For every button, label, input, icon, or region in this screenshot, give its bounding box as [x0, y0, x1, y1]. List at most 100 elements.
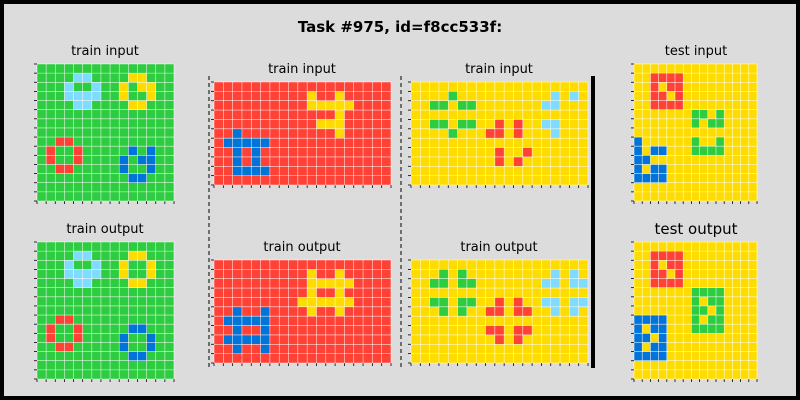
- grid-cell: [716, 118, 725, 128]
- grid-cell: [55, 315, 65, 325]
- grid-cell: [232, 128, 242, 139]
- grid-cell: [658, 251, 667, 261]
- grid-cell: [64, 342, 74, 352]
- grid-cell: [223, 138, 233, 148]
- grid-cell: [634, 342, 643, 352]
- grid-cell: [466, 278, 477, 289]
- grid-cell: [241, 316, 252, 326]
- grid-cell: [128, 173, 138, 183]
- grid-cell: [260, 334, 270, 345]
- grid-cell: [658, 100, 667, 110]
- grid-cell: [691, 137, 700, 147]
- grid-cell: [550, 306, 561, 317]
- grid-cell: [251, 316, 261, 326]
- grid-cell: [550, 119, 561, 129]
- grid-cell: [325, 278, 336, 289]
- grid-cell: [73, 91, 83, 101]
- grid-cell: [658, 269, 667, 279]
- grid-cell: [485, 128, 495, 139]
- grid-cell: [146, 155, 156, 165]
- grid-cell: [642, 315, 651, 325]
- grid-cell: [541, 297, 551, 307]
- grid-cell: [541, 100, 551, 111]
- grid-cell: [128, 100, 138, 110]
- grid-cell: [344, 297, 354, 307]
- grid-cell: [675, 100, 684, 110]
- grid-cell: [232, 344, 242, 354]
- grid-cell: [307, 100, 317, 111]
- grid-cell: [232, 306, 242, 317]
- grid-cell: [658, 315, 667, 325]
- grid-cell: [675, 269, 684, 279]
- grid-cell: [716, 146, 725, 156]
- grid-cell: [251, 156, 261, 167]
- grid-cell: [691, 315, 700, 325]
- grid-cell: [666, 260, 675, 270]
- grid-cell: [146, 269, 156, 279]
- grid-cell: [128, 251, 138, 261]
- grid-cell: [650, 146, 659, 156]
- grid-cell: [448, 128, 458, 139]
- panel-title-pair2-output: train output: [263, 240, 341, 255]
- grid-cell: [634, 173, 643, 183]
- grid-cell: [634, 315, 643, 325]
- grid-cell: [335, 269, 345, 279]
- grid-cell: [73, 324, 83, 334]
- grid-cell: [335, 288, 345, 298]
- grid-cell: [650, 91, 659, 101]
- grid-cell: [634, 333, 643, 343]
- grid-cell: [650, 278, 659, 288]
- grid-cell: [82, 269, 92, 279]
- grid-cell: [137, 155, 147, 165]
- grid-cell: [642, 351, 651, 361]
- grid-cell: [91, 269, 101, 279]
- grid-cell: [650, 351, 659, 361]
- grid-cell: [64, 137, 74, 147]
- grid-cell: [137, 278, 147, 288]
- grid-cell: [716, 324, 725, 334]
- panel-title-pair3-output: train output: [460, 240, 538, 255]
- grid-cell: [675, 73, 684, 83]
- grid-cell: [707, 118, 716, 128]
- grid-cell: [650, 342, 659, 352]
- grid-cell: [494, 147, 505, 157]
- grid-background-pair2-output: [214, 260, 391, 363]
- grid-cell: [316, 278, 326, 289]
- grid-cell: [55, 137, 65, 147]
- grid-cell: [307, 91, 317, 101]
- grid-cell: [650, 82, 659, 92]
- grid-cell: [137, 351, 147, 361]
- grid-cell: [658, 342, 667, 352]
- grid-cell: [513, 325, 523, 335]
- grid-cell: [119, 342, 129, 352]
- grid-cell: [46, 146, 56, 156]
- grid-cell: [241, 334, 252, 345]
- grid-cell: [642, 173, 651, 183]
- grid-cell: [707, 287, 716, 297]
- panel-title-test-input: test input: [664, 44, 728, 59]
- grid-cell: [260, 138, 270, 148]
- grid-cell: [675, 91, 684, 101]
- grid-cell: [307, 288, 317, 298]
- grid-cell: [522, 306, 533, 317]
- grid-cell: [316, 100, 326, 111]
- grid-cell: [699, 324, 708, 334]
- grid-cell: [691, 146, 700, 156]
- grid-cell: [634, 146, 643, 156]
- grid-cell: [128, 324, 138, 334]
- panel-title-test-output: test output: [654, 220, 738, 238]
- grid-cell: [232, 334, 242, 345]
- grid-cell: [550, 269, 561, 279]
- grid-cell: [260, 306, 270, 317]
- grid-cell: [137, 82, 147, 92]
- panel-title-pair2-input: train input: [268, 62, 336, 77]
- grid-cell: [457, 269, 467, 279]
- grid-cell: [137, 173, 147, 183]
- grid-cell: [642, 333, 651, 343]
- grid-cell: [128, 73, 138, 83]
- grid-cell: [691, 118, 700, 128]
- grid-cell: [251, 147, 261, 157]
- grid-cell: [675, 260, 684, 270]
- grid-cell: [55, 342, 65, 352]
- grid-cell: [64, 269, 74, 279]
